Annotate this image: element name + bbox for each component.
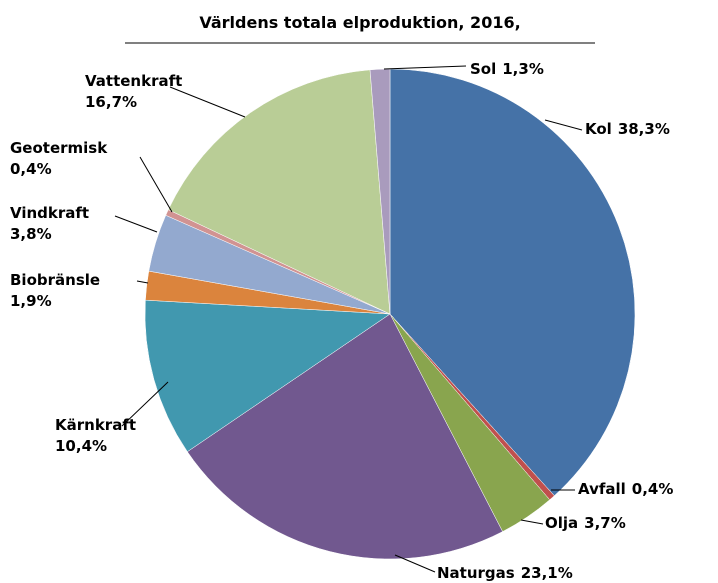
- category-label: Avfall: [578, 480, 626, 498]
- category-label: Kärnkraft: [55, 416, 136, 434]
- value-label: 10,4%: [55, 437, 107, 455]
- leader-line: [383, 65, 467, 70]
- slice-label: Biobränsle 1,9%: [10, 271, 100, 310]
- pie-slice: [167, 69, 391, 315]
- value-label: 23,1%: [521, 564, 573, 582]
- slice-label: Vindkraft 3,8%: [10, 204, 89, 243]
- slice-label: Naturgas 23,1%: [437, 564, 573, 582]
- leader-line: [136, 280, 149, 284]
- value-label: 3,7%: [584, 514, 626, 532]
- pie-slice: [389, 68, 636, 497]
- chart-title: Världens totala elproduktion, 2016,: [199, 13, 520, 32]
- slice-label: Avfall 0,4%: [578, 480, 673, 498]
- slice-label: Vattenkraft 16,7%: [85, 72, 182, 111]
- slice-label: Kol 38,3%: [585, 120, 670, 138]
- category-label: Vindkraft: [10, 204, 89, 222]
- slice-label: Kärnkraft 10,4%: [55, 416, 136, 455]
- value-label: 0,4%: [10, 160, 52, 178]
- category-label: Vattenkraft: [85, 72, 182, 90]
- category-label: Geotermisk: [10, 139, 108, 157]
- leader-line: [139, 156, 173, 213]
- leader-line: [544, 119, 583, 131]
- category-label: Olja: [545, 514, 578, 532]
- value-label: 16,7%: [85, 93, 137, 111]
- value-label: 3,8%: [10, 225, 52, 243]
- value-label: 38,3%: [618, 120, 670, 138]
- pie-slice: [144, 299, 391, 453]
- value-label: 1,3%: [502, 60, 544, 78]
- leader-line: [394, 554, 436, 573]
- category-label: Sol: [470, 60, 496, 78]
- leader-line: [121, 381, 169, 427]
- value-label: 1,9%: [10, 292, 52, 310]
- category-label: Kol: [585, 120, 612, 138]
- value-label: 0,4%: [632, 480, 674, 498]
- slice-label: Sol 1,3%: [470, 60, 544, 78]
- leader-line: [169, 86, 246, 118]
- slice-label: Geotermisk 0,4%: [10, 139, 108, 178]
- pie-slice: [187, 313, 503, 560]
- category-label: Biobränsle: [10, 271, 100, 289]
- leader-line: [520, 519, 544, 525]
- slice-label: Olja 3,7%: [545, 514, 626, 532]
- category-label: Naturgas: [437, 564, 515, 582]
- leader-line: [114, 215, 158, 233]
